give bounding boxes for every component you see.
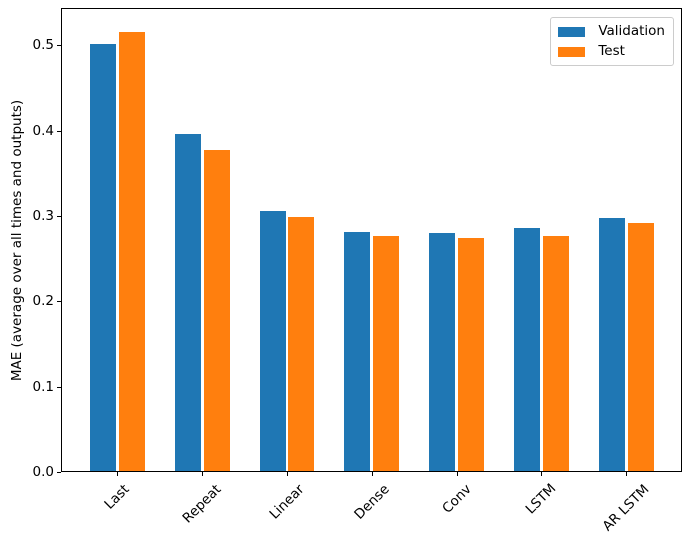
x-tick-mark	[117, 472, 119, 476]
bar-test-dense	[373, 236, 400, 472]
y-tick-label: 0.0	[32, 464, 54, 480]
x-tick-label: Repeat	[179, 481, 225, 527]
x-tick-mark	[541, 472, 543, 476]
bar-validation-conv	[429, 233, 456, 472]
bar-validation-dense	[344, 232, 371, 472]
legend-item: Test	[558, 44, 665, 59]
y-tick-label: 0.5	[32, 37, 54, 54]
x-tick-label: AR LSTM	[599, 481, 653, 534]
y-tick-label: 0.1	[32, 378, 54, 395]
legend-swatch-test	[558, 46, 586, 57]
x-tick-label: Dense	[351, 481, 393, 523]
y-tick-mark	[57, 131, 61, 132]
x-tick-mark	[202, 472, 204, 476]
x-tick-label: Last	[101, 480, 133, 513]
x-tick-label: Linear	[266, 481, 308, 522]
x-tick-mark	[286, 472, 288, 476]
x-tick-mark	[456, 472, 458, 476]
bar-test-lstm	[542, 235, 569, 472]
legend-swatch-validation	[558, 26, 586, 37]
bar-test-last	[118, 31, 145, 472]
bar-validation-last	[89, 43, 116, 472]
legend-label: Validation	[598, 23, 665, 39]
x-tick-mark	[371, 472, 373, 476]
bar-validation-ar-lstm	[598, 217, 625, 472]
bar-test-ar-lstm	[627, 222, 654, 472]
legend-label: Test	[598, 43, 625, 59]
y-tick-label: 0.4	[32, 122, 54, 139]
y-tick-label: 0.3	[32, 207, 54, 224]
y-tick-mark	[57, 387, 61, 388]
y-tick-mark	[57, 301, 61, 302]
bar-test-repeat	[203, 150, 230, 472]
bar-validation-linear	[259, 210, 286, 472]
legend: Validation Test	[550, 17, 674, 66]
y-tick-mark	[57, 216, 61, 217]
y-tick-mark	[57, 45, 61, 46]
y-axis-label: MAE (average over all times and outputs)	[8, 99, 25, 381]
y-tick-label: 0.2	[32, 293, 54, 310]
bar-validation-repeat	[174, 134, 201, 472]
bar-validation-lstm	[514, 227, 541, 472]
legend-item: Validation	[558, 24, 665, 39]
y-tick-mark	[57, 472, 61, 473]
x-tick-mark	[626, 472, 628, 476]
bar-test-conv	[458, 238, 485, 472]
x-tick-label: Conv	[438, 480, 475, 517]
plot-area	[61, 8, 682, 472]
x-tick-label: LSTM	[523, 480, 560, 518]
bar-test-linear	[288, 216, 315, 472]
